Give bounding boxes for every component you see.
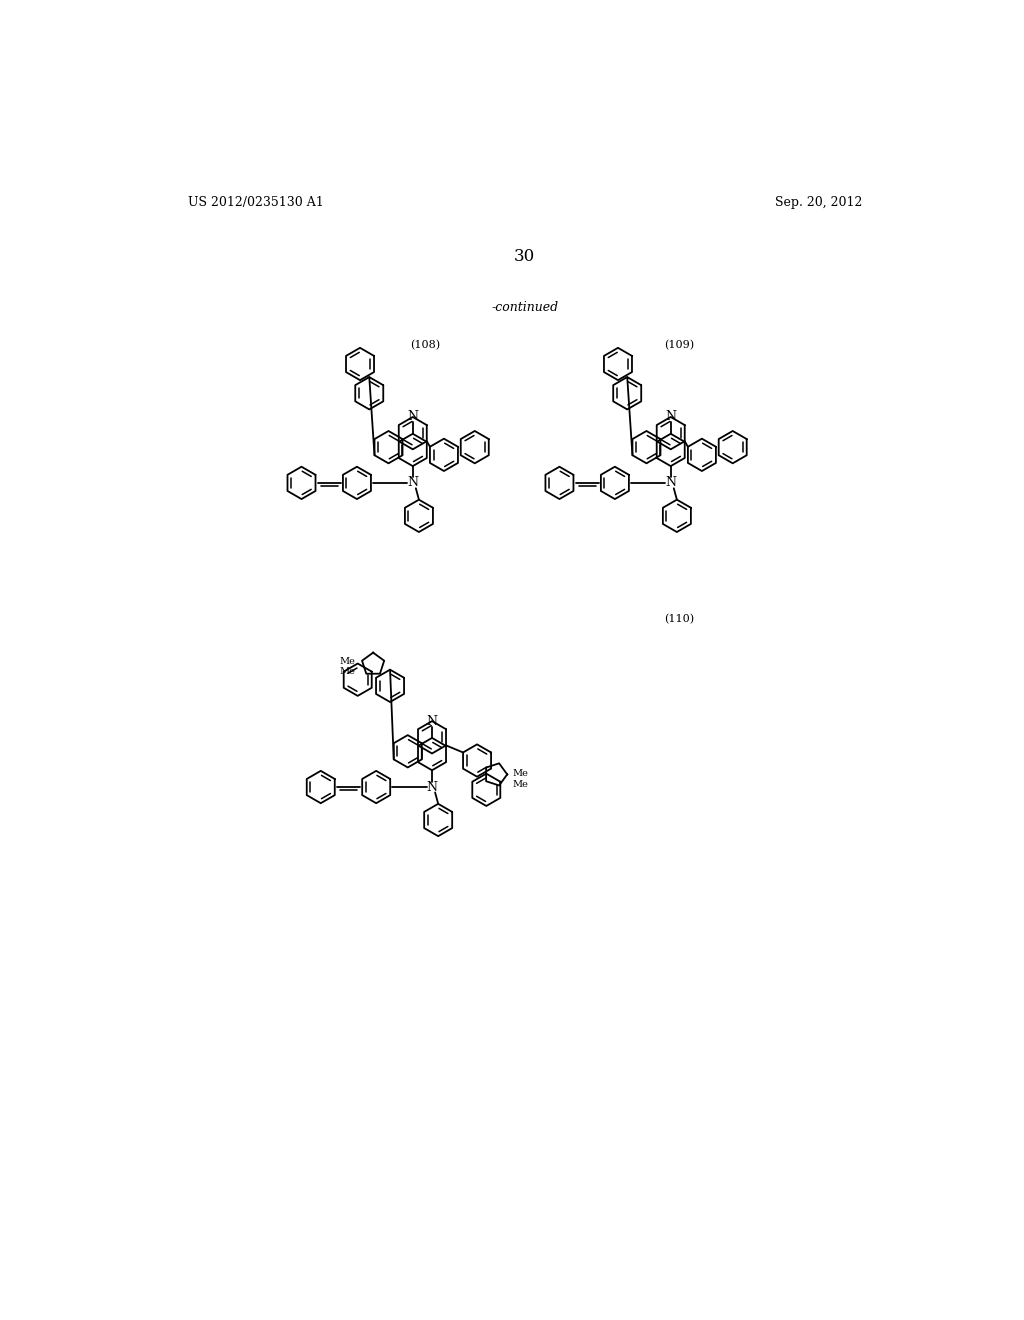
Text: Me: Me	[340, 657, 355, 665]
Text: 30: 30	[514, 248, 536, 265]
Text: N: N	[427, 714, 437, 727]
Text: N: N	[427, 780, 437, 793]
Text: (108): (108)	[410, 341, 439, 351]
Text: Me: Me	[512, 770, 528, 777]
Text: N: N	[408, 477, 418, 490]
Text: US 2012/0235130 A1: US 2012/0235130 A1	[188, 195, 324, 209]
Text: Sep. 20, 2012: Sep. 20, 2012	[775, 195, 862, 209]
Text: N: N	[408, 411, 418, 424]
Text: N: N	[666, 411, 676, 424]
Text: N: N	[666, 477, 676, 490]
Text: Me: Me	[340, 667, 355, 676]
Text: -continued: -continued	[492, 301, 558, 314]
Text: Me: Me	[512, 780, 528, 789]
Text: (109): (109)	[664, 341, 694, 351]
Text: (110): (110)	[664, 614, 694, 624]
